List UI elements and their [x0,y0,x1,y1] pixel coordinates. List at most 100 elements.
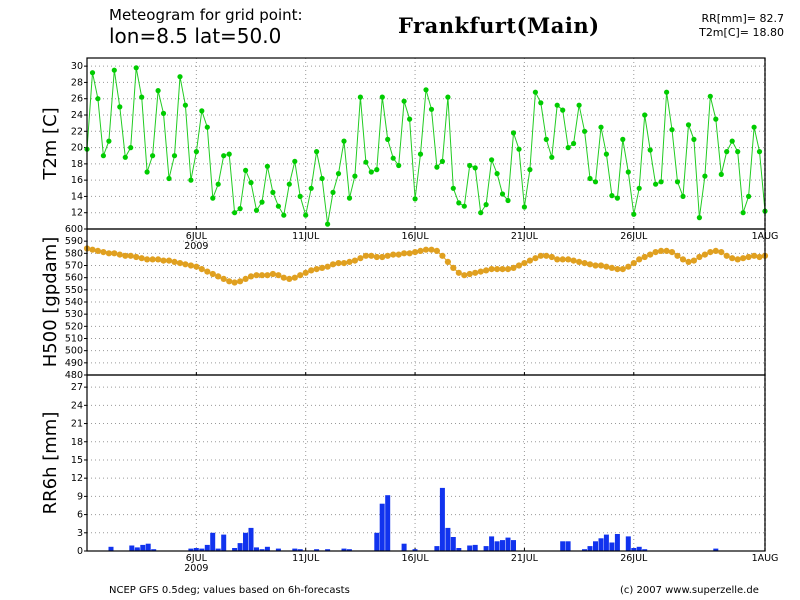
temperature-point [620,136,626,142]
precip-bar [232,548,238,551]
precip-bar [325,549,331,551]
geopotential-point [428,246,435,253]
geopotential-point [592,262,599,269]
temperature-point [106,138,112,144]
temperature-point [166,175,172,182]
geopotential-point [603,263,610,270]
y-tick-label: 490 [65,358,83,369]
precip-bar [450,537,456,551]
precip-bar [221,534,227,551]
precip-bar [494,541,500,551]
geopotential-point [144,256,151,263]
precip-bar [204,544,210,551]
temperature-point [647,147,653,153]
precip-bar [412,549,418,551]
geopotential-point [324,263,331,270]
geopotential-point [679,256,687,263]
x-tick-label: 21JUL [511,231,539,242]
temperature-point [571,140,577,147]
y-tick-label: 12 [71,208,83,219]
geopotential-point [368,252,375,259]
temperature-point [674,179,681,185]
y-tick-label: 24 [71,110,83,121]
geopotential-point [111,250,118,257]
temperature-point [587,175,593,182]
temperature-point [95,96,101,102]
geopotential-point [275,272,282,279]
temperature-point [232,210,238,216]
temperature-point [751,124,757,130]
x-tick-label: 6JUL [186,231,208,242]
temperature-point [478,210,484,216]
geopotential-point [176,260,184,267]
y-tick-label: 18 [71,159,83,170]
geopotential-point [466,270,473,278]
geopotential-point [226,278,233,285]
temperature-point [746,193,752,199]
panel-1 [84,57,768,230]
temperature-point [658,179,664,185]
temperature-point [538,100,544,106]
x-tick-label: 26JUL [620,553,648,564]
temperature-point [374,167,380,173]
temperature-point [237,206,243,212]
geopotential-point [384,252,391,259]
geopotential-point [504,266,512,273]
geopotential-point [701,251,709,258]
geopotential-point [401,250,408,257]
temperature-point [319,175,325,182]
geopotential-point [406,250,413,257]
temperature-point [89,70,96,76]
temperature-point [128,145,134,151]
temperature-point [396,162,402,169]
x-tick-label: 21JUL [511,553,539,564]
precip-bar [145,543,151,551]
temperature-point [565,145,571,151]
geopotential-point [619,266,626,273]
temperature-point [467,162,473,169]
geopotential-point [494,266,501,273]
temperature-point [664,89,670,95]
geopotential-point [231,279,238,286]
temperature-point [631,211,637,217]
temperature-point [325,221,331,227]
geopotential-point [155,256,162,263]
geopotential-point [100,249,107,256]
y-tick-label: 14 [71,191,83,202]
temperature-point [472,165,478,171]
geopotential-point [586,261,594,268]
geopotential-point [472,269,479,276]
x-tick-label: 26JUL [620,231,648,242]
temperature-point [702,173,708,179]
temperature-point [669,127,675,133]
geopotential-point [215,273,222,280]
geopotential-point [532,255,539,262]
y-tick-label: 16 [71,175,83,186]
temperature-point [560,107,566,113]
geopotential-point [712,247,719,254]
precip-bar [275,548,281,551]
temperature-point [450,185,456,191]
temperature-point [259,199,265,205]
x-year-label: 2009 [184,241,208,252]
temperature-point [729,138,735,144]
temperature-point [117,104,123,110]
geopotential-point [319,264,326,271]
precip-bar [264,546,270,551]
geopotential-point [581,260,588,267]
geopotential-point [521,260,528,267]
geopotential-point [94,247,101,254]
precip-bar [582,549,587,551]
temperature-point [756,149,763,155]
precip-bar [134,547,140,551]
geopotential-point [417,247,424,254]
geopotential-point [269,270,276,278]
temperature-point [499,191,506,197]
temperature-point [483,202,489,208]
temperature-point [363,159,369,165]
geopotential-point [138,255,145,262]
x-tick-label: 1AUG [752,231,779,242]
precip-bar [385,495,391,551]
geopotential-point [171,258,178,265]
y-axis-title: RR6h [mm] [40,412,61,515]
